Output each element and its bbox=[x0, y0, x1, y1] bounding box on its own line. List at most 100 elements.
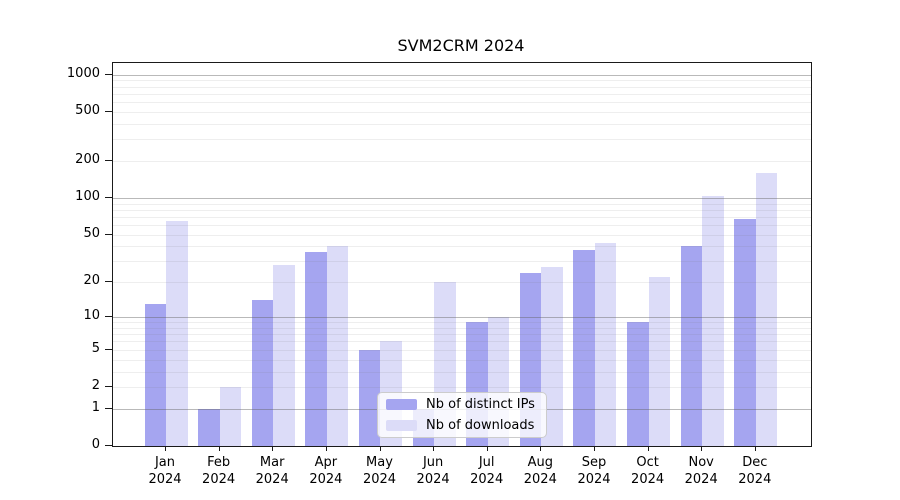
x-tick-label-sep: Sep 2024 bbox=[577, 455, 611, 487]
y-tick-label-50: 50 bbox=[83, 225, 100, 241]
gridline-major-10 bbox=[113, 317, 811, 319]
bar-downloads-jan bbox=[166, 220, 188, 446]
gridline-minor-3 bbox=[113, 371, 811, 373]
gridline-minor-4 bbox=[113, 359, 811, 361]
x-tick-dec bbox=[754, 446, 756, 451]
gridline-minor-9 bbox=[113, 322, 811, 324]
bar-distinct-ips-sep bbox=[573, 250, 595, 446]
gridline-minor-20 bbox=[113, 282, 811, 284]
bar-distinct-ips-nov bbox=[680, 246, 703, 446]
legend: Nb of distinct IPs Nb of downloads bbox=[377, 392, 547, 438]
gridline-major-100 bbox=[113, 197, 811, 199]
x-tick-label-mar: Mar 2024 bbox=[255, 455, 289, 487]
x-tick-mar bbox=[272, 446, 274, 451]
y-tick-100 bbox=[105, 196, 112, 198]
legend-swatch-distinct-ips bbox=[386, 399, 417, 410]
bar-downloads-apr bbox=[326, 246, 349, 446]
bar-downloads-nov bbox=[702, 195, 724, 446]
y-tick-label-1000: 1000 bbox=[66, 65, 100, 81]
y-tick-500 bbox=[105, 110, 112, 112]
gridline-minor-500 bbox=[113, 111, 811, 113]
gridline-minor-30 bbox=[113, 261, 811, 263]
gridline-minor-600 bbox=[113, 102, 811, 103]
x-tick-label-nov: Nov 2024 bbox=[684, 455, 718, 487]
x-tick-jan bbox=[165, 446, 166, 451]
y-tick-0 bbox=[105, 445, 112, 446]
gridline-major-1000 bbox=[113, 74, 811, 76]
x-tick-label-jun: Jun 2024 bbox=[416, 455, 450, 487]
x-tick-jun bbox=[433, 446, 435, 451]
y-tick-1000 bbox=[105, 73, 112, 75]
gridline-minor-40 bbox=[113, 246, 811, 248]
x-tick-apr bbox=[325, 446, 327, 451]
legend-label-distinct-ips: Nb of distinct IPs bbox=[426, 397, 535, 412]
x-tick-nov bbox=[701, 446, 703, 451]
x-tick-label-dec: Dec 2024 bbox=[738, 455, 772, 487]
bar-distinct-ips-mar bbox=[251, 300, 274, 446]
legend-item-distinct-ips: Nb of distinct IPs bbox=[386, 396, 546, 414]
y-tick-label-200: 200 bbox=[75, 151, 100, 167]
x-tick-oct bbox=[647, 446, 649, 451]
gridline-minor-80 bbox=[113, 209, 811, 211]
y-tick-label-0: 0 bbox=[91, 437, 100, 452]
bar-downloads-feb bbox=[219, 386, 242, 446]
x-tick-sep bbox=[594, 446, 595, 451]
gridline-minor-7 bbox=[113, 334, 811, 336]
gridline-minor-60 bbox=[113, 225, 811, 226]
x-tick-label-may: May 2024 bbox=[362, 455, 397, 487]
bar-downloads-sep bbox=[594, 242, 617, 446]
x-tick-feb bbox=[218, 446, 220, 451]
y-tick-5 bbox=[105, 348, 112, 350]
gridline-minor-70 bbox=[113, 216, 811, 218]
gridline-minor-5 bbox=[113, 349, 811, 351]
gridline-minor-8 bbox=[113, 327, 811, 329]
bar-downloads-oct bbox=[648, 277, 671, 446]
x-tick-label-oct: Oct 2024 bbox=[631, 455, 665, 487]
chart-title: SVM2CRM 2024 bbox=[397, 36, 525, 55]
bar-distinct-ips-oct bbox=[627, 322, 649, 446]
x-tick-label-aug: Aug 2024 bbox=[523, 455, 557, 487]
y-tick-label-500: 500 bbox=[75, 102, 100, 118]
x-tick-label-jan: Jan 2024 bbox=[148, 455, 182, 487]
legend-item-downloads: Nb of downloads bbox=[386, 417, 546, 435]
gridline-minor-50 bbox=[113, 234, 811, 236]
gridline-minor-800 bbox=[113, 86, 811, 88]
y-tick-20 bbox=[105, 281, 112, 283]
x-tick-label-apr: Apr 2024 bbox=[309, 455, 343, 487]
plot-area bbox=[112, 62, 812, 447]
y-tick-1 bbox=[105, 407, 112, 409]
bar-downloads-mar bbox=[273, 265, 295, 446]
gridline-minor-6 bbox=[113, 341, 811, 343]
gridline-minor-90 bbox=[113, 203, 811, 205]
bar-distinct-ips-feb bbox=[198, 408, 220, 446]
bar-distinct-ips-jan bbox=[144, 304, 166, 446]
x-tick-label-jul: Jul 2024 bbox=[470, 455, 504, 487]
y-tick-2 bbox=[105, 385, 112, 387]
gridline-minor-200 bbox=[113, 160, 811, 162]
bar-distinct-ips-dec bbox=[734, 219, 756, 446]
gridline-minor-900 bbox=[113, 80, 811, 82]
y-tick-label-20: 20 bbox=[83, 273, 100, 289]
legend-label-downloads: Nb of downloads bbox=[426, 418, 535, 433]
y-tick-10 bbox=[105, 316, 112, 318]
x-tick-label-feb: Feb 2024 bbox=[202, 455, 236, 487]
bar-distinct-ips-apr bbox=[305, 251, 327, 446]
y-tick-50 bbox=[105, 233, 112, 235]
x-tick-aug bbox=[540, 446, 542, 451]
y-tick-label-1: 1 bbox=[91, 399, 100, 415]
gridline-minor-700 bbox=[113, 93, 811, 95]
gridline-minor-400 bbox=[113, 123, 811, 125]
legend-swatch-downloads bbox=[386, 420, 417, 431]
y-tick-label-10: 10 bbox=[83, 308, 100, 324]
gridline-minor-300 bbox=[113, 139, 811, 141]
x-tick-jul bbox=[486, 446, 488, 451]
x-tick-may bbox=[379, 446, 381, 451]
y-tick-label-100: 100 bbox=[75, 188, 100, 204]
bar-downloads-dec bbox=[755, 172, 778, 446]
y-tick-label-2: 2 bbox=[91, 377, 100, 393]
y-tick-label-5: 5 bbox=[91, 340, 100, 356]
y-tick-200 bbox=[105, 159, 112, 161]
gridline-minor-2 bbox=[113, 386, 811, 388]
bar-distinct-ips-may bbox=[358, 349, 381, 446]
